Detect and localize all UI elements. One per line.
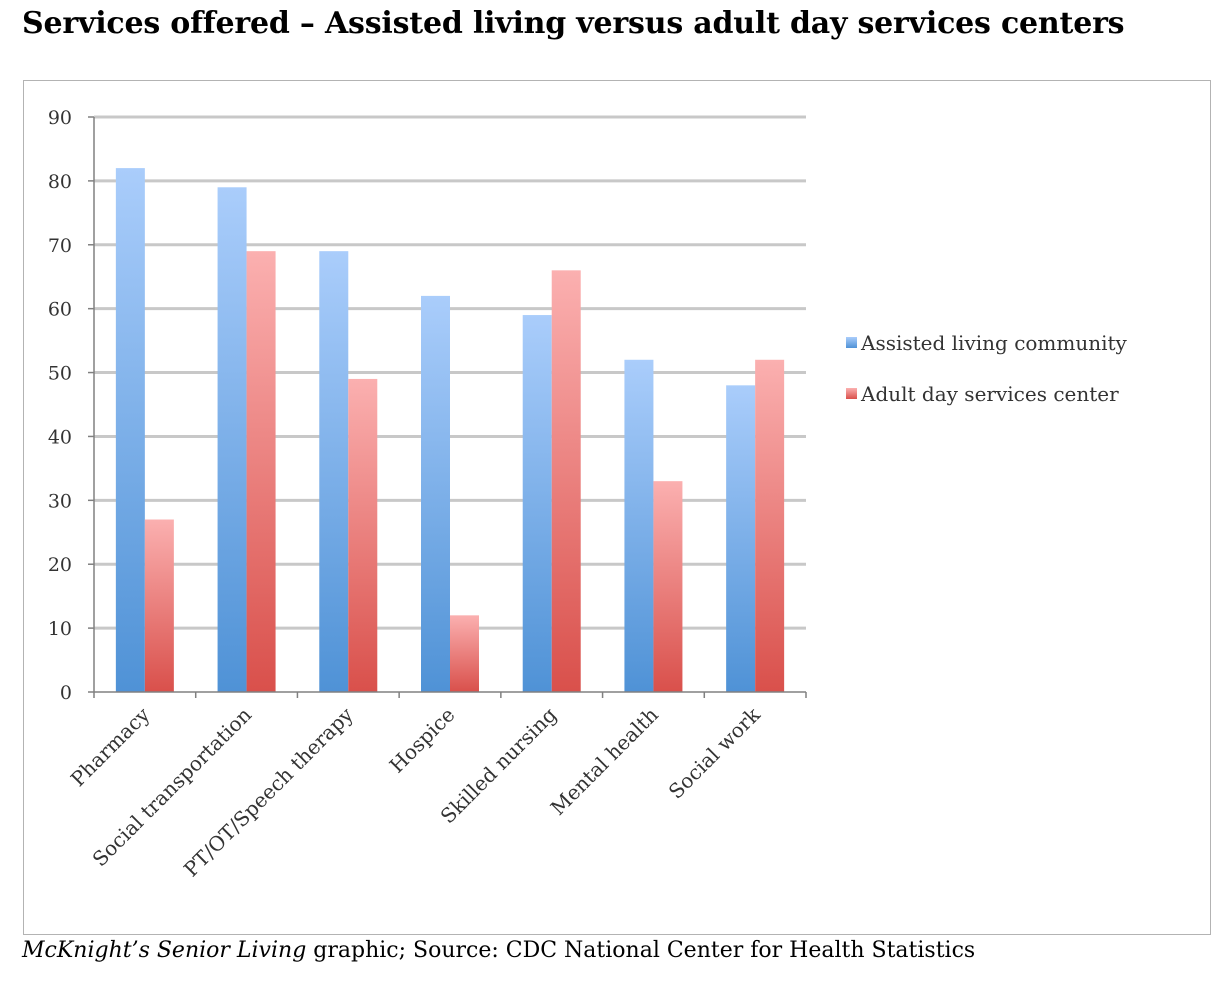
bar-adult-day-1 [246,251,276,692]
y-tick-label: 70 [48,235,72,257]
x-tick-label: PT/OT/Speech therapy [179,702,358,881]
legend-swatch-1 [846,388,857,399]
x-tick-label: Pharmacy [66,702,155,791]
x-tick-label: Social work [664,702,766,804]
chart-frame: 0 10 20 30 40 50 60 70 80 90 Pharmacy Social transp… [23,80,1211,935]
y-tick-label: 0 [60,682,72,704]
y-tick-label: 10 [48,618,72,640]
legend-label-1: Adult day services center [860,382,1119,406]
y-tick-label: 50 [48,363,72,385]
bar-assisted-living-2 [319,251,349,692]
bar-assisted-living-4 [522,315,552,692]
caption-publication: McKnight’s Senior Living [22,938,307,963]
legend: Assisted living community Adult day servi… [846,331,1128,406]
bar-adult-day-6 [755,359,785,692]
bar-assisted-living-1 [217,187,247,692]
bar-adult-day-3 [450,615,479,692]
y-tick-label: 30 [48,490,72,512]
bar-assisted-living-6 [726,385,756,692]
bar-adult-day-2 [348,378,378,692]
bar-assisted-living-5 [624,359,654,692]
bar-assisted-living-3 [421,295,450,692]
bars [115,168,785,693]
bar-adult-day-4 [551,270,581,692]
x-tick-label: Hospice [385,703,460,778]
bar-adult-day-0 [144,519,174,692]
y-tick-label: 60 [48,299,72,321]
bar-assisted-living-0 [115,168,145,693]
y-tick-label: 90 [48,107,72,129]
y-tick-label: 80 [48,171,72,193]
bar-adult-day-5 [653,481,683,692]
legend-swatch-0 [846,337,857,348]
caption-source-text: graphic; Source: CDC National Center for… [306,938,976,963]
page-title: Services offered – Assisted living versu… [22,6,1125,41]
source-caption: McKnight’s Senior Living graphic; Source… [22,938,975,963]
x-tick-label: Mental health [546,702,663,819]
y-tick-label: 20 [48,554,72,576]
y-tick-label: 40 [48,426,72,448]
legend-label-0: Assisted living community [860,331,1128,355]
